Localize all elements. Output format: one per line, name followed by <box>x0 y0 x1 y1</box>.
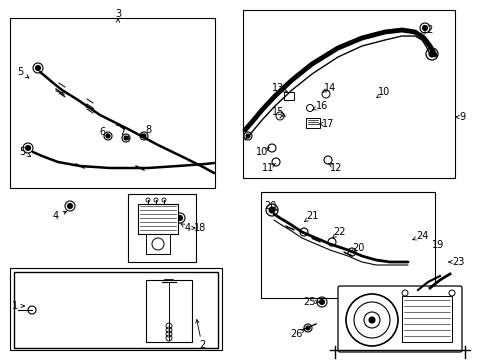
Text: 26: 26 <box>289 329 302 339</box>
Bar <box>138 204 178 234</box>
Text: 16: 16 <box>315 101 327 111</box>
Text: 1: 1 <box>12 301 18 311</box>
Text: 10: 10 <box>255 147 267 157</box>
Text: 12: 12 <box>329 163 342 173</box>
Bar <box>401 296 451 342</box>
Text: 21: 21 <box>305 211 318 221</box>
Text: 25: 25 <box>303 297 316 307</box>
Text: 17: 17 <box>321 119 333 129</box>
Text: 15: 15 <box>271 107 284 117</box>
Text: 4: 4 <box>53 211 59 221</box>
Bar <box>18 276 132 344</box>
Text: 14: 14 <box>323 83 335 93</box>
Circle shape <box>142 134 146 138</box>
Text: 6: 6 <box>99 127 105 137</box>
Text: 4: 4 <box>184 223 191 233</box>
Circle shape <box>25 145 30 150</box>
Text: 20: 20 <box>351 243 364 253</box>
FancyBboxPatch shape <box>337 286 461 352</box>
Text: 5: 5 <box>17 67 23 77</box>
Circle shape <box>368 317 374 323</box>
Circle shape <box>268 207 274 213</box>
Text: 7: 7 <box>119 127 125 137</box>
Text: 19: 19 <box>431 240 443 250</box>
Circle shape <box>305 326 309 330</box>
Bar <box>140 276 196 348</box>
Text: 24: 24 <box>415 231 427 241</box>
Circle shape <box>67 203 72 208</box>
Text: 22: 22 <box>333 227 346 237</box>
Circle shape <box>177 216 182 220</box>
Bar <box>10 18 215 188</box>
Text: 13: 13 <box>271 83 284 93</box>
Text: 9: 9 <box>458 112 464 122</box>
Text: 2: 2 <box>199 340 204 350</box>
Text: 11: 11 <box>262 163 274 173</box>
Bar <box>128 194 196 262</box>
Circle shape <box>36 66 41 71</box>
Circle shape <box>319 300 324 305</box>
Bar <box>284 92 293 100</box>
Bar <box>146 280 192 342</box>
Circle shape <box>428 51 434 57</box>
Bar <box>14 272 218 348</box>
Text: 12: 12 <box>421 25 433 35</box>
Circle shape <box>245 134 249 138</box>
Text: 5: 5 <box>19 147 25 157</box>
Circle shape <box>124 136 128 140</box>
Text: 18: 18 <box>193 223 206 233</box>
Text: 10: 10 <box>377 87 389 97</box>
Bar <box>243 10 454 178</box>
Circle shape <box>106 134 110 138</box>
Bar <box>261 192 434 298</box>
Bar <box>305 118 319 128</box>
Text: 20: 20 <box>263 201 276 211</box>
Circle shape <box>422 26 427 31</box>
Bar <box>146 234 170 254</box>
Bar <box>10 268 222 350</box>
Text: 23: 23 <box>451 257 463 267</box>
Text: 8: 8 <box>144 125 151 135</box>
Text: 3: 3 <box>115 9 121 19</box>
